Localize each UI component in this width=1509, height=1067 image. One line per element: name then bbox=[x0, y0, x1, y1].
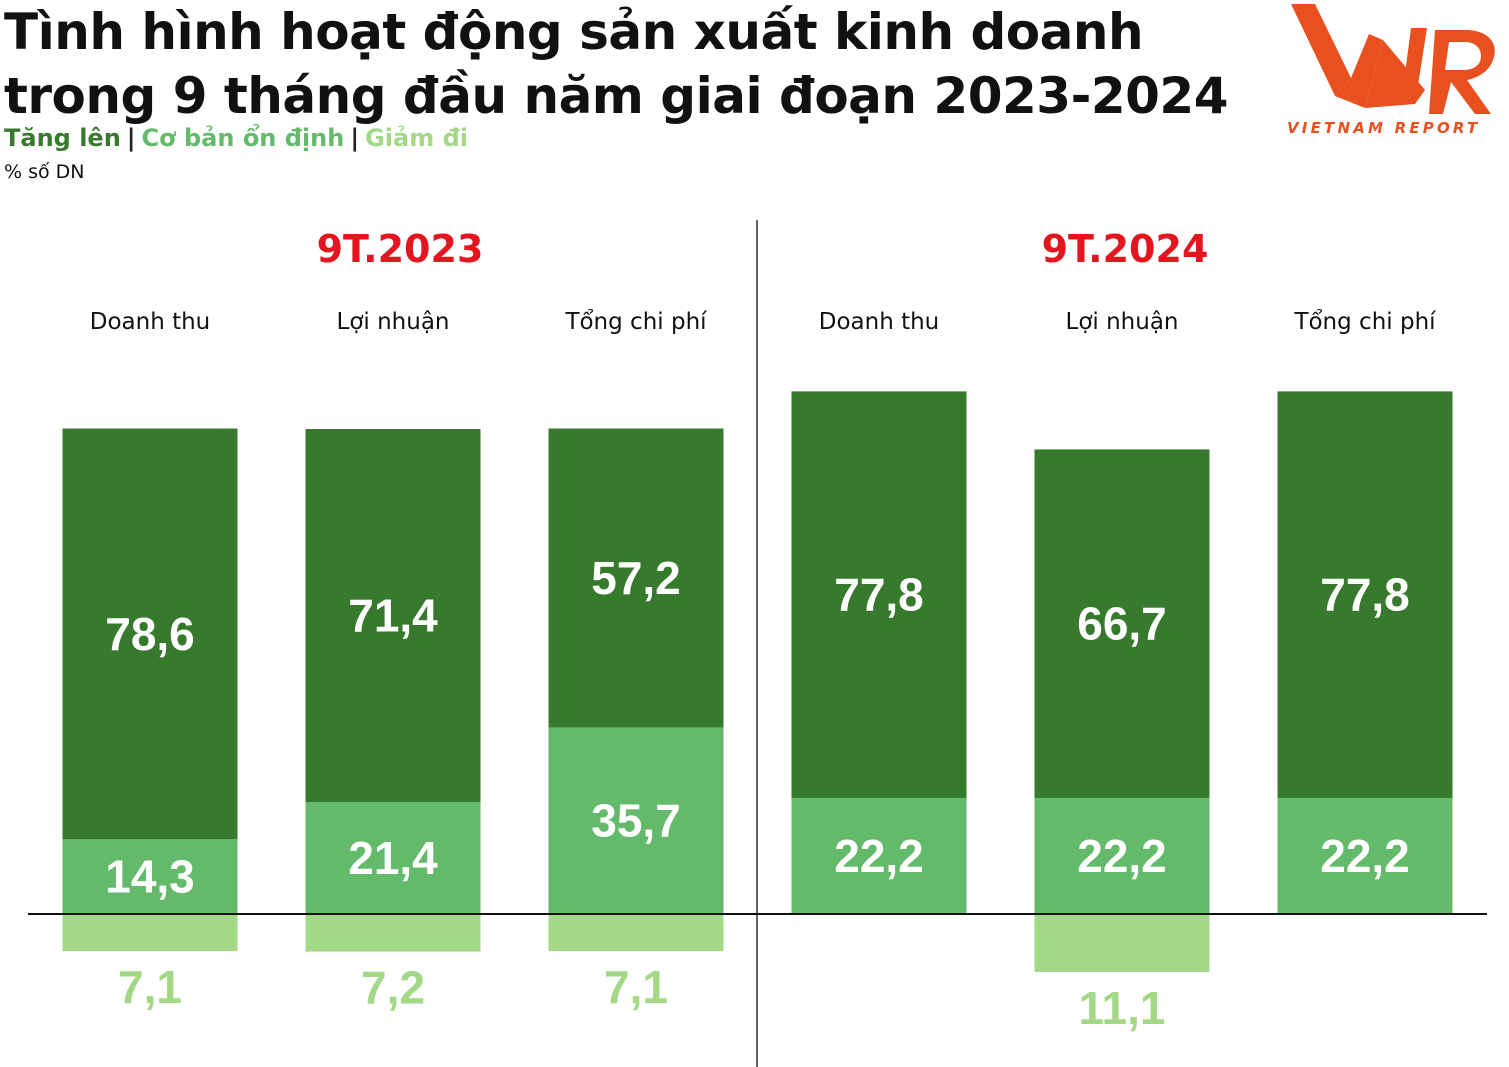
data-label-stable: 14,3 bbox=[105, 851, 195, 903]
data-label-stable: 35,7 bbox=[591, 795, 681, 847]
chart-title: Tình hình hoạt động sản xuất kinh doanh … bbox=[4, 3, 1228, 125]
bar-down bbox=[1034, 914, 1210, 973]
unit-label: % số DN bbox=[4, 161, 85, 183]
logo-wordmark: VIETNAM REPORT bbox=[1287, 119, 1480, 137]
data-label-stable: 22,2 bbox=[1320, 830, 1410, 882]
bar-stable bbox=[305, 802, 481, 914]
category-label: Lợi nhuận bbox=[337, 309, 450, 335]
legend-separator: | bbox=[126, 124, 136, 152]
bar-stable bbox=[548, 727, 724, 914]
data-label-up: 77,8 bbox=[1320, 569, 1410, 621]
category-label: Tổng chi phí bbox=[564, 309, 707, 335]
legend-item-stable: Cơ bản ổn định bbox=[141, 124, 345, 152]
category-label: Doanh thu bbox=[819, 309, 940, 335]
bar-stable bbox=[1034, 797, 1210, 914]
data-label-up: 78,6 bbox=[105, 608, 195, 660]
data-label-stable: 22,2 bbox=[834, 830, 924, 882]
period-label: 9T.2023 bbox=[317, 227, 484, 271]
bar-stable bbox=[791, 797, 967, 914]
bar-up bbox=[1034, 449, 1210, 798]
vnr-logo-mark bbox=[1291, 4, 1495, 114]
data-label-down: 7,1 bbox=[118, 961, 182, 1013]
legend: Tăng lên | Cơ bản ổn định | Giảm đi bbox=[4, 122, 468, 154]
data-label-up: 77,8 bbox=[834, 569, 924, 621]
category-label: Doanh thu bbox=[90, 309, 211, 335]
data-label-down: 7,2 bbox=[361, 962, 425, 1014]
bar-stable bbox=[1277, 797, 1453, 914]
category-label: Tổng chi phí bbox=[1293, 309, 1436, 335]
data-label-up: 71,4 bbox=[348, 590, 438, 642]
legend-item-up: Tăng lên bbox=[4, 124, 121, 152]
bar-up bbox=[62, 428, 238, 840]
category-label: Lợi nhuận bbox=[1066, 309, 1179, 335]
data-label-stable: 22,2 bbox=[1077, 830, 1167, 882]
bar-up bbox=[1277, 391, 1453, 798]
data-label-down: 11,1 bbox=[1079, 982, 1166, 1034]
bar-down bbox=[305, 914, 481, 952]
data-label-up: 57,2 bbox=[591, 552, 681, 604]
bar-up bbox=[791, 391, 967, 798]
legend-separator: | bbox=[350, 124, 360, 152]
bar-up bbox=[305, 429, 481, 803]
legend-item-down: Giảm đi bbox=[365, 124, 468, 152]
bar-down bbox=[548, 914, 724, 952]
bar-up bbox=[548, 428, 724, 728]
bar-stable bbox=[62, 839, 238, 914]
data-label-down: 7,1 bbox=[604, 961, 668, 1013]
bar-down bbox=[62, 914, 238, 952]
data-label-up: 66,7 bbox=[1077, 598, 1167, 650]
period-label: 9T.2024 bbox=[1042, 227, 1209, 271]
vietnam-report-logo: VIETNAM REPORT bbox=[1287, 4, 1495, 137]
data-label-stable: 21,4 bbox=[348, 832, 438, 884]
